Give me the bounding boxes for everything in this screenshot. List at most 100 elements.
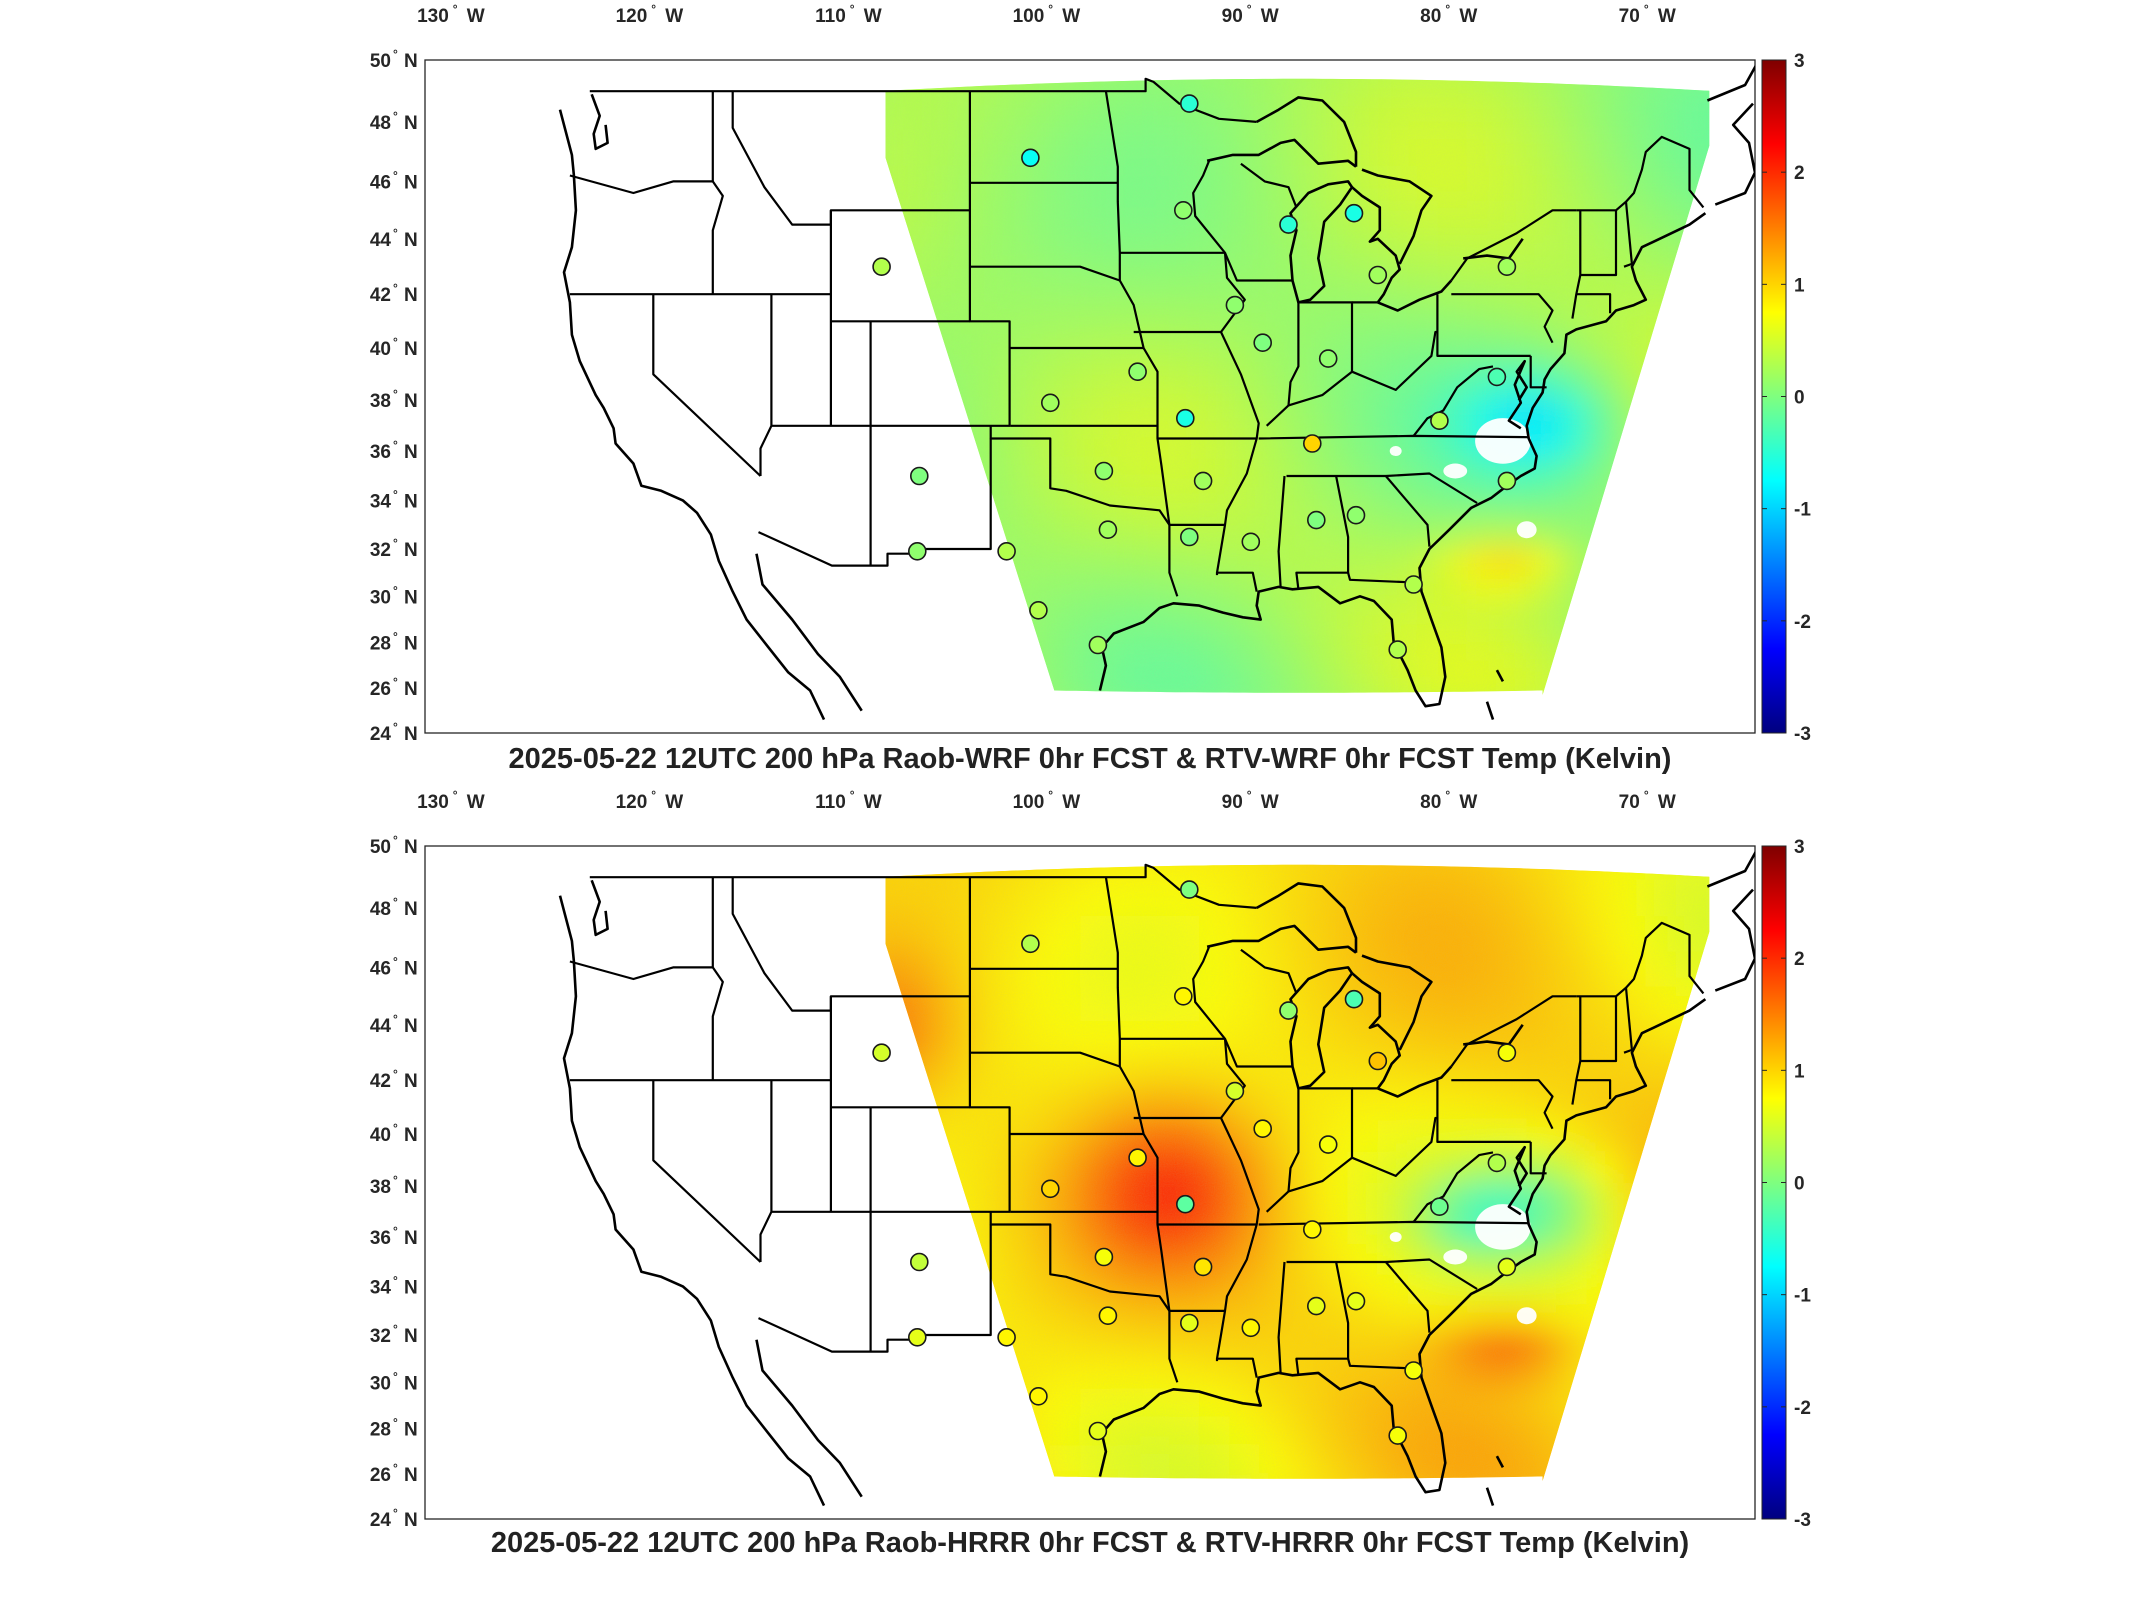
raob-station-st-5[interactable] — [1346, 205, 1363, 222]
lat-tick-label-46: 46 ° N — [370, 168, 418, 193]
lat-tick-label-50: 50 ° N — [370, 833, 418, 858]
svg-text:°: ° — [850, 788, 855, 802]
raob-station-st-8[interactable] — [1498, 1044, 1515, 1061]
raob-station-st-21[interactable] — [1498, 1258, 1515, 1275]
raob-station-st-12[interactable] — [1129, 363, 1146, 380]
lon-tick-label-120: 120 ° W — [616, 788, 684, 813]
raob-station-st-10[interactable] — [1254, 1120, 1271, 1137]
raob-station-st-26[interactable] — [1242, 533, 1259, 550]
raob-station-st-7[interactable] — [1369, 267, 1386, 284]
raob-station-st-26[interactable] — [1242, 1319, 1259, 1336]
raob-station-st-30[interactable] — [1030, 602, 1047, 619]
raob-station-st-25[interactable] — [1181, 529, 1198, 546]
raob-station-st-20[interactable] — [1195, 472, 1212, 489]
raob-station-st-19[interactable] — [1095, 1249, 1112, 1266]
svg-text:°: ° — [1048, 2, 1053, 16]
svg-text:N: N — [404, 587, 418, 608]
raob-station-st-19[interactable] — [1095, 463, 1112, 480]
svg-text:24: 24 — [370, 1510, 392, 1531]
raob-station-st-1[interactable] — [1181, 881, 1198, 898]
raob-station-st-24[interactable] — [1099, 1307, 1116, 1324]
raob-station-st-10[interactable] — [1254, 334, 1271, 351]
raob-station-st-16[interactable] — [1431, 1198, 1448, 1215]
raob-station-st-7[interactable] — [1369, 1053, 1386, 1070]
raob-station-st-22[interactable] — [1348, 1293, 1365, 1310]
svg-text:24: 24 — [370, 724, 392, 745]
raob-station-st-13[interactable] — [1488, 1154, 1505, 1171]
panel-title: 2025-05-22 12UTC 200 hPa Raob-WRF 0hr FC… — [509, 743, 1672, 775]
raob-station-st-6[interactable] — [873, 1044, 890, 1061]
raob-station-st-5[interactable] — [1346, 991, 1363, 1008]
lat-tick-label-34: 34 ° N — [370, 1274, 418, 1299]
raob-station-st-23[interactable] — [1308, 1298, 1325, 1315]
svg-text:N: N — [404, 51, 418, 72]
svg-text:42: 42 — [370, 1071, 391, 1092]
raob-station-st-17[interactable] — [1304, 1221, 1321, 1238]
colorbar-tick-label: 2 — [1794, 949, 1805, 970]
raob-station-st-1[interactable] — [1181, 95, 1198, 112]
raob-station-st-13[interactable] — [1488, 368, 1505, 385]
raob-station-st-30[interactable] — [1030, 1388, 1047, 1405]
raob-station-st-15[interactable] — [1177, 1196, 1194, 1213]
raob-station-st-28[interactable] — [998, 1329, 1015, 1346]
lat-tick-label-34: 34 ° N — [370, 488, 418, 513]
raob-station-st-11[interactable] — [1320, 350, 1337, 367]
lat-tick-label-38: 38 ° N — [370, 387, 418, 412]
raob-station-st-29[interactable] — [1405, 576, 1422, 593]
svg-text:N: N — [404, 113, 418, 134]
raob-station-st-27[interactable] — [909, 1329, 926, 1346]
raob-station-st-8[interactable] — [1498, 258, 1515, 275]
svg-text:°: ° — [453, 788, 458, 802]
raob-station-st-28[interactable] — [998, 543, 1015, 560]
raob-station-st-31[interactable] — [1089, 1423, 1106, 1440]
svg-text:N: N — [404, 391, 418, 412]
raob-station-st-23[interactable] — [1308, 512, 1325, 529]
lat-tick-label-26: 26 ° N — [370, 675, 418, 700]
svg-text:50: 50 — [370, 51, 391, 72]
raob-station-st-24[interactable] — [1099, 521, 1116, 538]
raob-station-st-29[interactable] — [1405, 1362, 1422, 1379]
raob-station-st-4[interactable] — [1280, 216, 1297, 233]
raob-station-st-32[interactable] — [1389, 641, 1406, 658]
raob-station-st-14[interactable] — [1042, 394, 1059, 411]
svg-text:°: ° — [1445, 2, 1450, 16]
raob-station-st-9[interactable] — [1226, 1083, 1243, 1100]
raob-station-st-6[interactable] — [873, 258, 890, 275]
svg-text:°: ° — [393, 1506, 398, 1520]
raob-station-st-9[interactable] — [1226, 297, 1243, 314]
svg-text:N: N — [404, 1177, 418, 1198]
raob-station-st-27[interactable] — [909, 543, 926, 560]
raob-station-st-14[interactable] — [1042, 1180, 1059, 1197]
svg-text:°: ° — [393, 675, 398, 689]
colorbar-tick-label: 2 — [1794, 163, 1805, 184]
lat-tick-label-42: 42 ° N — [370, 1067, 418, 1092]
panel-title: 2025-05-22 12UTC 200 hPa Raob-HRRR 0hr F… — [491, 1527, 1689, 1559]
raob-station-st-31[interactable] — [1089, 637, 1106, 654]
raob-station-st-21[interactable] — [1498, 472, 1515, 489]
lat-tick-label-42: 42 ° N — [370, 281, 418, 306]
svg-text:40: 40 — [370, 339, 391, 360]
raob-station-st-32[interactable] — [1389, 1427, 1406, 1444]
raob-station-st-3[interactable] — [1175, 202, 1192, 219]
raob-station-st-2[interactable] — [1022, 935, 1039, 952]
raob-station-st-3[interactable] — [1175, 988, 1192, 1005]
svg-text:70: 70 — [1619, 792, 1640, 813]
svg-text:W: W — [1459, 6, 1477, 27]
raob-station-st-25[interactable] — [1181, 1315, 1198, 1332]
raob-station-st-18[interactable] — [911, 1254, 928, 1271]
raob-station-st-11[interactable] — [1320, 1136, 1337, 1153]
raob-station-st-18[interactable] — [911, 468, 928, 485]
raob-station-st-17[interactable] — [1304, 435, 1321, 452]
svg-text:°: ° — [1644, 788, 1649, 802]
raob-station-st-22[interactable] — [1348, 507, 1365, 524]
svg-text:°: ° — [393, 1224, 398, 1238]
raob-station-st-15[interactable] — [1177, 410, 1194, 427]
raob-station-st-12[interactable] — [1129, 1149, 1146, 1166]
raob-station-st-16[interactable] — [1431, 412, 1448, 429]
raob-station-st-2[interactable] — [1022, 149, 1039, 166]
raob-station-st-20[interactable] — [1195, 1258, 1212, 1275]
raob-station-st-4[interactable] — [1280, 1002, 1297, 1019]
svg-text:°: ° — [393, 1461, 398, 1475]
svg-text:90: 90 — [1222, 792, 1243, 813]
